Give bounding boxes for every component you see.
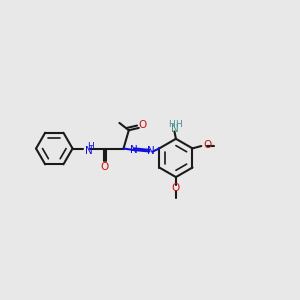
Text: O: O	[100, 162, 109, 172]
Text: H: H	[168, 121, 175, 130]
Text: N: N	[85, 146, 92, 156]
Text: N: N	[130, 145, 138, 155]
Text: O: O	[204, 140, 212, 150]
Text: O: O	[139, 120, 147, 130]
Text: N: N	[171, 124, 179, 134]
Text: N: N	[147, 146, 155, 157]
Text: O: O	[172, 183, 180, 193]
Text: H: H	[87, 142, 93, 151]
Text: H: H	[176, 121, 182, 130]
